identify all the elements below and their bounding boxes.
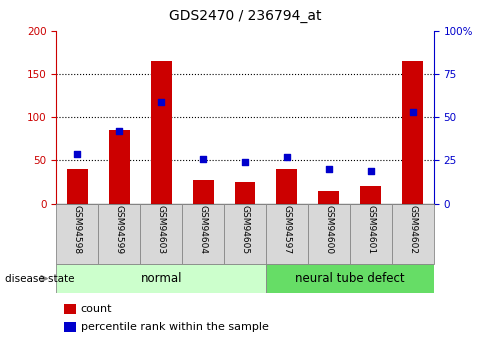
Bar <box>360 186 381 204</box>
Point <box>115 128 123 134</box>
Point <box>409 109 416 115</box>
Bar <box>276 169 297 204</box>
FancyBboxPatch shape <box>266 264 434 293</box>
Text: GSM94604: GSM94604 <box>198 205 208 254</box>
Bar <box>235 182 255 204</box>
Bar <box>151 61 171 204</box>
Text: GSM94598: GSM94598 <box>73 205 82 255</box>
Point <box>157 99 165 105</box>
Point <box>74 151 81 156</box>
Text: GSM94603: GSM94603 <box>157 205 166 255</box>
FancyBboxPatch shape <box>224 204 266 264</box>
Text: neural tube defect: neural tube defect <box>295 272 405 285</box>
Text: GSM94597: GSM94597 <box>282 205 292 255</box>
FancyBboxPatch shape <box>56 264 266 293</box>
Point <box>241 159 249 165</box>
Point <box>367 168 375 174</box>
FancyBboxPatch shape <box>140 204 182 264</box>
Point <box>325 166 333 172</box>
Bar <box>318 190 339 204</box>
FancyBboxPatch shape <box>350 204 392 264</box>
Text: GSM94605: GSM94605 <box>241 205 249 255</box>
Bar <box>193 180 214 204</box>
Text: GSM94600: GSM94600 <box>324 205 333 255</box>
Point <box>283 154 291 160</box>
Bar <box>67 169 88 204</box>
FancyBboxPatch shape <box>266 204 308 264</box>
FancyBboxPatch shape <box>392 204 434 264</box>
Text: GSM94602: GSM94602 <box>408 205 417 254</box>
Bar <box>109 130 130 204</box>
Text: GSM94599: GSM94599 <box>115 205 124 255</box>
Text: normal: normal <box>141 272 182 285</box>
Text: count: count <box>81 304 112 314</box>
Text: disease state: disease state <box>5 274 74 284</box>
FancyBboxPatch shape <box>182 204 224 264</box>
Bar <box>402 61 423 204</box>
Text: percentile rank within the sample: percentile rank within the sample <box>81 322 269 332</box>
FancyBboxPatch shape <box>56 204 98 264</box>
Point <box>199 156 207 161</box>
FancyBboxPatch shape <box>308 204 350 264</box>
Text: GSM94601: GSM94601 <box>366 205 375 255</box>
Text: GDS2470 / 236794_at: GDS2470 / 236794_at <box>169 9 321 23</box>
FancyBboxPatch shape <box>98 204 140 264</box>
